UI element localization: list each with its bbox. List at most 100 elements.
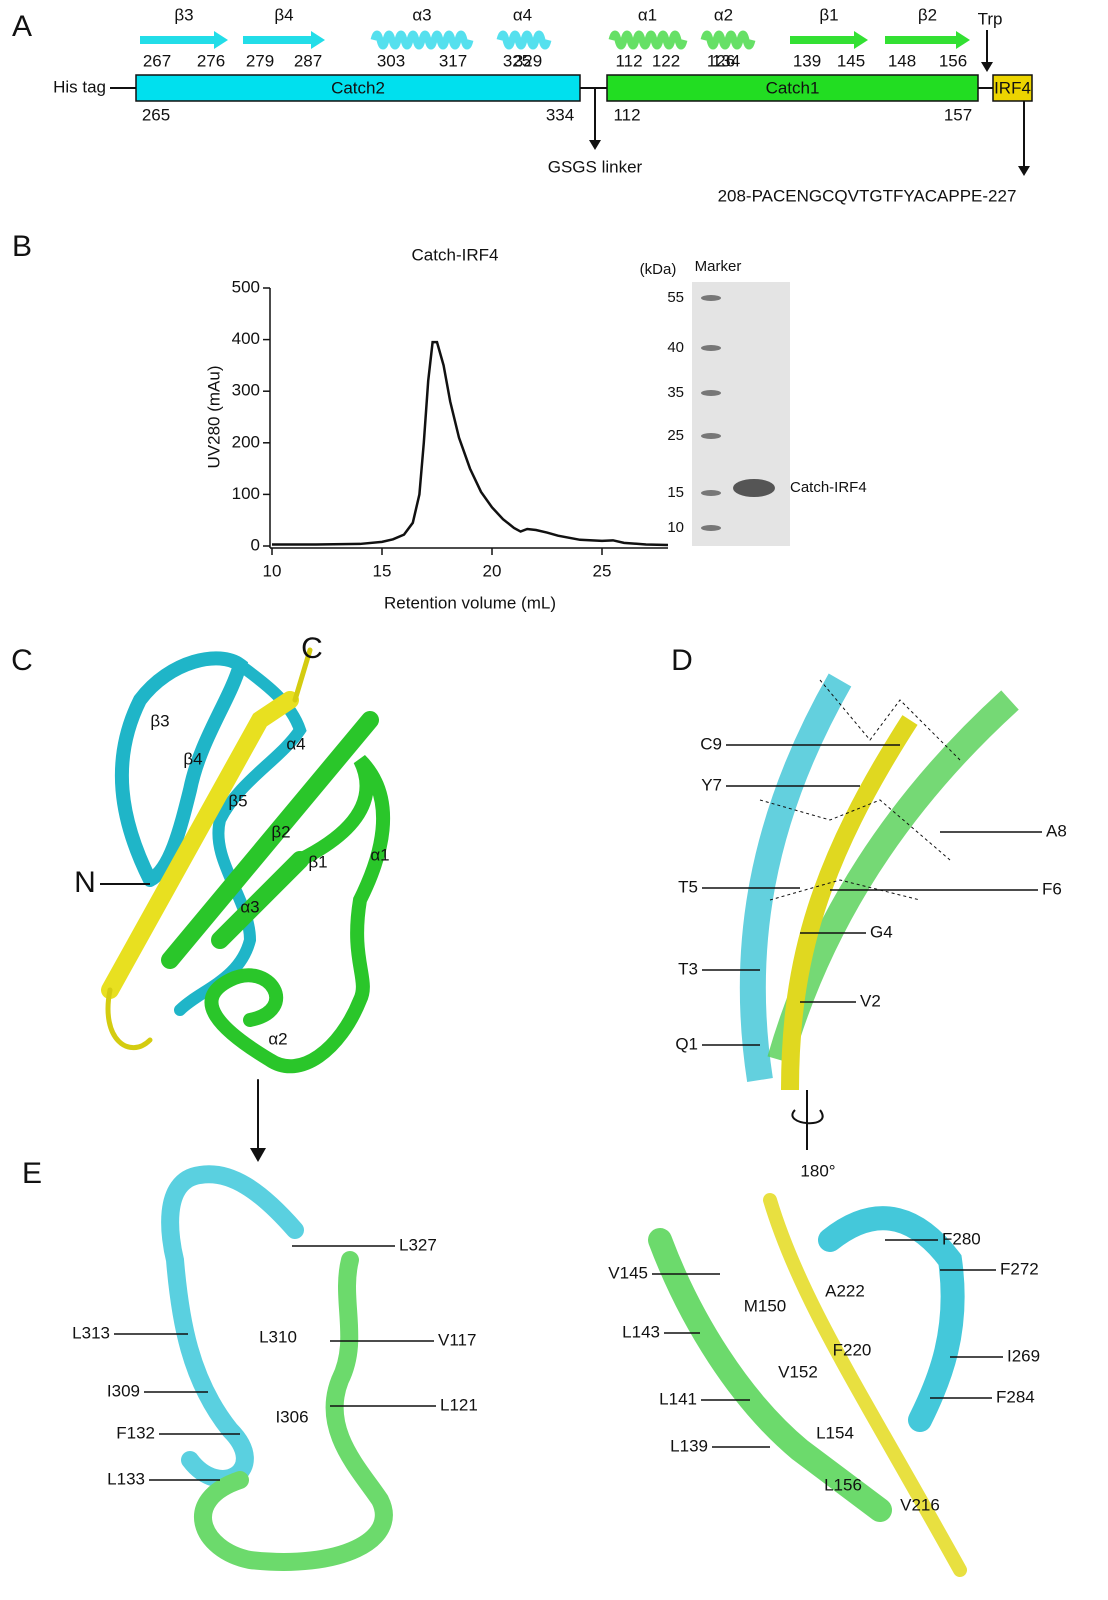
residue-label: V216 xyxy=(900,1495,940,1514)
residue-label: F6 xyxy=(1042,879,1062,898)
residue-label: F284 xyxy=(996,1387,1035,1406)
element-end: 329 xyxy=(514,51,542,70)
element-start: 112 xyxy=(615,51,642,70)
y-tick-label: 200 xyxy=(232,432,260,451)
panel-label: E xyxy=(22,1157,42,1190)
ladder-label: 35 xyxy=(667,384,684,401)
element-end: 317 xyxy=(439,51,467,70)
structure-label: α4 xyxy=(286,734,305,753)
element-label: β4 xyxy=(274,5,293,24)
residue-label: V2 xyxy=(860,991,881,1010)
element-start: 139 xyxy=(793,51,821,70)
gel xyxy=(692,282,790,546)
residue-label: V117 xyxy=(438,1330,476,1349)
residue-label: V145 xyxy=(608,1263,648,1282)
ladder-label: 25 xyxy=(667,427,684,444)
element-start: 126 xyxy=(707,51,735,70)
element-label: α1 xyxy=(638,5,657,24)
structure-label: N xyxy=(74,866,96,899)
element-label: α2 xyxy=(714,5,733,24)
x-tick-label: 10 xyxy=(263,561,282,580)
y-tick-label: 100 xyxy=(232,484,260,503)
residue-label: A8 xyxy=(1046,821,1067,840)
residue-label: I306 xyxy=(275,1407,308,1426)
structure-label: C xyxy=(301,632,323,665)
x-label: Retention volume (mL) xyxy=(384,593,556,612)
residue-label: C9 xyxy=(700,734,722,753)
panel-label: A xyxy=(12,10,32,43)
y-tick-label: 400 xyxy=(232,329,260,348)
his-tag: His tag xyxy=(53,77,106,96)
gel-marker: Marker xyxy=(695,258,742,275)
element-end: 276 xyxy=(197,51,225,70)
residue-label: L327 xyxy=(399,1235,437,1254)
gel-unit: (kDa) xyxy=(640,261,677,278)
residue-label: L139 xyxy=(670,1436,708,1455)
y-label: UV280 (mAu) xyxy=(204,366,223,469)
residue-label: F272 xyxy=(1000,1259,1039,1278)
residue-label: A222 xyxy=(825,1281,865,1300)
sequence: 208-PACENGCQVTGTFYACAPPE-227 xyxy=(718,186,1017,205)
panel-label: D xyxy=(671,644,693,677)
domain xyxy=(135,74,581,102)
y-tick-label: 300 xyxy=(232,381,260,400)
panel-label: C xyxy=(11,644,33,677)
x-tick-label: 20 xyxy=(483,561,502,580)
ladder-label: 40 xyxy=(667,339,684,356)
residue-label: L143 xyxy=(622,1322,660,1341)
y-tick-label: 500 xyxy=(232,277,260,296)
element-start: 303 xyxy=(377,51,405,70)
structure-label: α3 xyxy=(240,897,259,916)
residue-label: F132 xyxy=(116,1423,155,1442)
domain-start: 112 xyxy=(613,105,640,124)
arrow-head xyxy=(981,62,993,72)
element-label: α4 xyxy=(513,5,532,24)
helix xyxy=(700,30,756,50)
domain xyxy=(606,74,979,102)
domain-end: 334 xyxy=(546,105,574,124)
residue-label: T5 xyxy=(678,877,698,896)
sample-band xyxy=(733,479,775,497)
ladder-band xyxy=(701,345,721,351)
residue-label: L133 xyxy=(107,1469,145,1488)
arrow-head xyxy=(589,140,601,150)
domain-end: 157 xyxy=(944,105,972,124)
residue-label: L141 xyxy=(659,1389,697,1408)
residue-label: I269 xyxy=(1007,1346,1040,1365)
ladder-band xyxy=(701,490,721,496)
chromatogram-line xyxy=(272,340,669,547)
residue-label: F280 xyxy=(942,1229,981,1248)
domain-name: Catch1 xyxy=(766,78,820,97)
structure-label: β3 xyxy=(150,711,169,730)
beta-arrow xyxy=(140,31,228,49)
element-label: β2 xyxy=(918,5,937,24)
element-start: 325 xyxy=(503,51,531,70)
domain-name: Catch2 xyxy=(331,78,385,97)
residue-label: M150 xyxy=(744,1296,787,1315)
element-label: β3 xyxy=(174,5,193,24)
arrow-head xyxy=(1018,166,1030,176)
helix xyxy=(608,30,688,50)
residue-label: L313 xyxy=(72,1323,110,1342)
element-end: 287 xyxy=(294,51,322,70)
residue-label: Q1 xyxy=(675,1034,698,1053)
ladder-band xyxy=(701,390,721,396)
residue-label: L310 xyxy=(259,1327,297,1346)
x-tick-label: 25 xyxy=(593,561,612,580)
domain-start: 265 xyxy=(142,105,170,124)
ladder-label: 10 xyxy=(667,519,684,536)
beta-arrow xyxy=(790,31,868,49)
residue-label: L121 xyxy=(440,1395,478,1414)
structure-c xyxy=(101,647,390,1162)
ladder-band xyxy=(701,433,721,439)
residue-label: L156 xyxy=(824,1475,862,1494)
domain-name: IRF4 xyxy=(994,78,1031,97)
ladder-band xyxy=(701,295,721,301)
element-start: 267 xyxy=(143,51,171,70)
residue-label: Y7 xyxy=(701,775,722,794)
element-label: β1 xyxy=(819,5,838,24)
element-end: 145 xyxy=(837,51,865,70)
helix xyxy=(496,30,552,50)
band-label: Catch-IRF4 xyxy=(790,479,867,496)
